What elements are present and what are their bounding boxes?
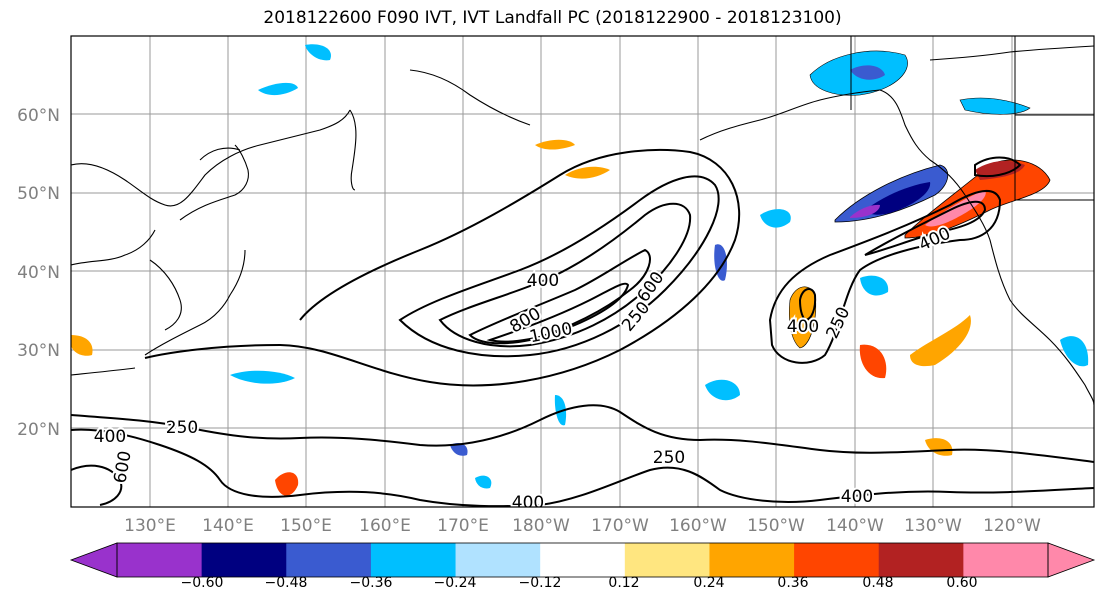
negative-core-alaska xyxy=(850,65,885,80)
lon-label: 170°E xyxy=(437,516,489,536)
colorbar-segment xyxy=(624,543,710,577)
negative-patch-okhotsk xyxy=(258,82,298,96)
colorbar xyxy=(69,542,1096,578)
colorbar-segment xyxy=(963,543,1049,577)
negative-core-purple xyxy=(850,204,880,218)
colorbar-segment xyxy=(709,543,795,577)
colorbar-tick-label: −0.48 xyxy=(265,575,308,591)
colorbar-segment xyxy=(286,543,372,577)
colorbar-tick-label: −0.36 xyxy=(350,575,393,591)
negative-patch-right xyxy=(1060,336,1089,367)
colorbar-tick-label: 0.24 xyxy=(693,575,724,591)
colorbar-tick-label: 0.12 xyxy=(608,575,639,591)
lon-label: 160°E xyxy=(359,516,411,536)
shaded-patches xyxy=(71,44,1089,496)
colorbar-segment xyxy=(878,543,964,577)
contour-400-main xyxy=(398,175,720,358)
negative-patch-mid-3 xyxy=(860,275,889,296)
contour-600-main xyxy=(438,202,692,348)
negative-patch-nw xyxy=(305,44,331,61)
lon-label: 140°E xyxy=(202,516,254,536)
colorbar-tick-label: −0.24 xyxy=(434,575,477,591)
contour-label: 250 xyxy=(166,418,198,438)
lat-label: 40°N xyxy=(17,263,60,283)
colorbar-border xyxy=(116,542,1049,578)
colorbar-segment xyxy=(455,543,541,577)
lon-label: 180°W xyxy=(512,516,570,536)
coastlines xyxy=(71,45,1094,406)
colorbar-segment xyxy=(201,543,287,577)
positive-patch-subtropic xyxy=(859,344,887,379)
contour-400-east xyxy=(864,200,987,256)
lon-label: 150°W xyxy=(747,516,805,536)
colorbar-tick-label: 0.48 xyxy=(862,575,893,591)
colorbar-segment xyxy=(794,543,880,577)
colorbar-tick-label: −0.60 xyxy=(181,575,224,591)
latitude-labels: 60°N 50°N 40°N 30°N 20°N xyxy=(17,106,60,440)
lon-label: 140°W xyxy=(826,516,884,536)
colorbar-min-extend xyxy=(69,542,118,578)
negative-patch-low-1 xyxy=(705,379,740,401)
positive-patch-aleutian-2 xyxy=(565,166,610,179)
colorbar-segment xyxy=(117,543,203,577)
colorbar-tick-label: 0.36 xyxy=(777,575,808,591)
contour-label: 400 xyxy=(841,487,873,507)
negative-patch-low-3 xyxy=(554,395,567,426)
positive-patch-subtropic-2 xyxy=(910,315,971,367)
negative-patch-canada xyxy=(959,97,1031,115)
contour-400-south xyxy=(71,428,1094,507)
lat-label: 20°N xyxy=(17,420,60,440)
lat-label: 50°N xyxy=(17,184,60,204)
negative-patch-mid-2 xyxy=(760,209,791,228)
contour-250-south xyxy=(71,404,1094,463)
contour-250-main xyxy=(144,148,741,387)
contour-250-east xyxy=(768,189,1002,364)
positive-patch-bottom xyxy=(275,472,299,496)
contour-label: 400 xyxy=(512,493,544,513)
lat-label: 60°N xyxy=(17,106,60,126)
negative-patch-gulf-of-alaska xyxy=(834,164,949,223)
contour-1000-main xyxy=(486,282,630,343)
lon-label: 130°W xyxy=(904,516,962,536)
contour-400-small xyxy=(798,288,817,322)
borders xyxy=(850,36,1094,201)
negative-patch-low-4 xyxy=(475,475,492,489)
positive-patch-bottom-right xyxy=(925,438,953,456)
contour-label: 250 xyxy=(653,448,685,468)
lat-label: 30°N xyxy=(17,341,60,361)
negative-patch-low-2 xyxy=(230,370,295,384)
lon-label: 120°W xyxy=(983,516,1041,536)
contour-label: 400 xyxy=(94,427,126,447)
colorbar-tick-label: −0.12 xyxy=(519,575,562,591)
map-title: 2018122600 F090 IVT, IVT Landfall PC (20… xyxy=(263,8,842,28)
colorbar-segment xyxy=(540,543,626,577)
lon-label: 160°W xyxy=(669,516,727,536)
longitude-labels: 130°E 140°E 150°E 160°E 170°E 180°W 170°… xyxy=(124,516,1041,536)
colorbar-segment xyxy=(370,543,457,577)
positive-patch-far-left xyxy=(71,335,93,356)
lon-label: 170°W xyxy=(591,516,649,536)
negative-core-gulf-of-alaska xyxy=(865,182,931,215)
colorbar-tick-label: 0.60 xyxy=(946,575,977,591)
contour-label: 400 xyxy=(787,317,819,337)
colorbar-max-extend xyxy=(1047,542,1096,578)
positive-patch-aleutian xyxy=(535,139,575,150)
contour-600-south xyxy=(71,464,123,506)
contour-landfall-core xyxy=(974,156,1022,178)
colorbar-tick-labels: −0.60 −0.48 −0.36 −0.24 −0.12 0.12 0.24 … xyxy=(181,575,978,591)
contour-label: 400 xyxy=(527,271,559,291)
ivt-contours xyxy=(71,148,1094,507)
lon-label: 150°E xyxy=(280,516,332,536)
map-border xyxy=(70,35,1095,508)
negative-patch-low-5 xyxy=(450,443,468,456)
gridlines xyxy=(71,36,1094,507)
lon-label: 130°E xyxy=(124,516,176,536)
